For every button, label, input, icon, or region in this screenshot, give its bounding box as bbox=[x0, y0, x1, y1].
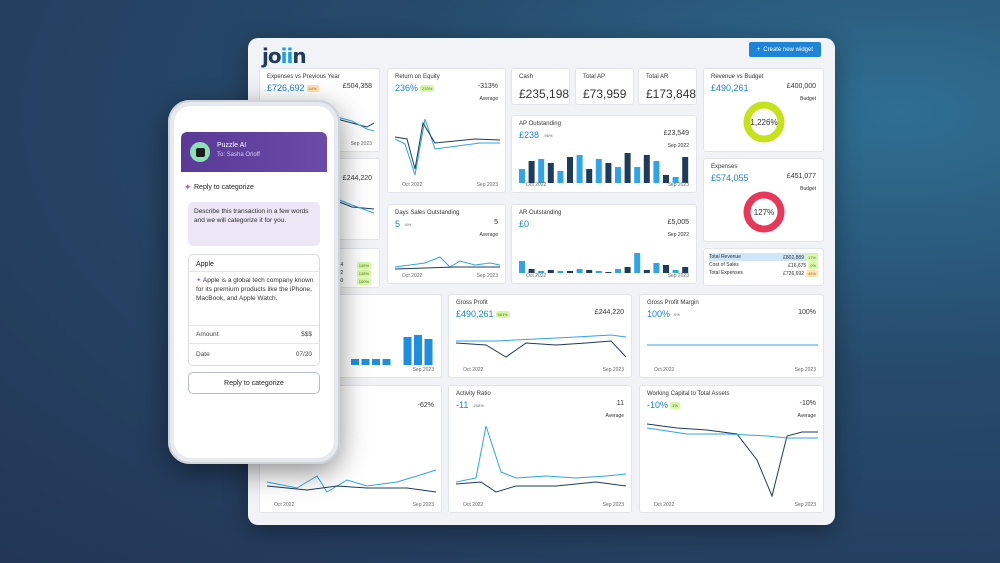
bar bbox=[351, 359, 359, 365]
bar bbox=[528, 161, 535, 183]
sparkle-icon: ✦ bbox=[184, 182, 192, 192]
join-logo: joiin bbox=[262, 44, 307, 68]
expenses-donut-chart bbox=[743, 191, 785, 233]
summary-table: Total Revenue £802,889 17% Cost of Sales £1… bbox=[709, 253, 818, 277]
bar bbox=[643, 270, 650, 273]
bar bbox=[663, 265, 669, 273]
total-ap-card[interactable]: Total AP £73,959 bbox=[575, 68, 634, 105]
partial-left-line-chart bbox=[336, 198, 374, 214]
days-sales-outstanding-card[interactable]: Days Sales Outstanding 5 -6% 5 Average Oc… bbox=[387, 204, 506, 284]
roe-line-chart bbox=[395, 118, 500, 176]
bar bbox=[547, 270, 554, 273]
bar bbox=[414, 335, 422, 365]
return-on-equity-card[interactable]: Return on Equity 236% 233% -313% Average … bbox=[387, 68, 506, 193]
bar bbox=[382, 359, 391, 365]
ap-outstanding-card[interactable]: AP Outstanding £238 -96% £23,549 Sep 2022… bbox=[511, 115, 697, 193]
bar bbox=[586, 169, 593, 183]
bar bbox=[663, 175, 669, 183]
bar bbox=[672, 177, 679, 183]
bar bbox=[567, 271, 573, 273]
create-widget-button[interactable]: + Create new widget bbox=[748, 42, 821, 57]
bar bbox=[615, 269, 621, 273]
bar bbox=[586, 270, 593, 273]
bar bbox=[682, 267, 689, 273]
bar bbox=[624, 267, 631, 273]
bar bbox=[624, 153, 631, 183]
bar bbox=[634, 253, 641, 273]
bar bbox=[519, 169, 525, 183]
expenses-card[interactable]: Expenses £574,055 £451,077 Budget 127% bbox=[703, 158, 824, 242]
working-capital-line-chart bbox=[647, 423, 818, 498]
phone-mockup: Puzzle AI To: Sasha Orloff ✦ Reply to ca… bbox=[168, 100, 340, 464]
gpm-line-chart bbox=[647, 344, 818, 346]
bar bbox=[557, 271, 564, 273]
revenue-donut-chart bbox=[743, 101, 785, 143]
bar bbox=[538, 271, 545, 273]
activity-ratio-card[interactable]: Activity Ratio -11 -208% 11 Average Oct 2… bbox=[448, 385, 632, 513]
dashboard-window: joiin + Create new widget Expenses vs Pr… bbox=[248, 38, 835, 525]
amount-row: Amount $$$ bbox=[196, 331, 312, 338]
message-header: Puzzle AI To: Sasha Orloff bbox=[181, 132, 327, 172]
bar bbox=[372, 359, 380, 365]
bar bbox=[576, 269, 583, 273]
bar bbox=[595, 271, 602, 273]
bar bbox=[576, 155, 583, 183]
bar bbox=[557, 171, 564, 183]
bar bbox=[605, 163, 612, 183]
ar-bar-chart bbox=[519, 253, 689, 273]
gross-profit-card[interactable]: Gross Profit £490,261 561% £244,220 Oct 2… bbox=[448, 294, 632, 378]
gross-profit-line-chart bbox=[456, 334, 626, 358]
sparkle-small-icon: ✦ bbox=[196, 277, 203, 284]
plus-icon: + bbox=[756, 46, 761, 53]
transaction-card: Apple ✦ Apple is a global tech company k… bbox=[188, 254, 320, 366]
activity-line-chart bbox=[456, 425, 626, 493]
phone-screen: Puzzle AI To: Sasha Orloff ✦ Reply to ca… bbox=[174, 106, 334, 458]
bar bbox=[424, 339, 433, 365]
bar bbox=[538, 159, 545, 183]
bar bbox=[528, 269, 535, 273]
bar bbox=[682, 157, 689, 183]
bar bbox=[634, 167, 641, 183]
ar-outstanding-card[interactable]: AR Outstanding £0- £5,005 Sep 2022 Oct 2… bbox=[511, 204, 697, 284]
dso-line-chart bbox=[395, 256, 500, 270]
cash-card[interactable]: Cash £235,198 bbox=[511, 68, 570, 105]
total-ar-card[interactable]: Total AR £173,848 bbox=[638, 68, 697, 105]
bar bbox=[595, 159, 602, 183]
prompt-message: Describe this transaction in a few words… bbox=[188, 202, 320, 246]
partial-bottom-line-chart bbox=[267, 469, 436, 493]
working-capital-card[interactable]: Working Capital to Total Assets -10% 1% -… bbox=[639, 385, 824, 513]
bar bbox=[403, 337, 412, 365]
bar bbox=[643, 155, 650, 183]
revenue-vs-budget-card[interactable]: Revenue vs Budget £490,261 £400,000 Budg… bbox=[703, 68, 824, 152]
gross-profit-margin-card[interactable]: Gross Profit Margin 100% 0% 100% Oct 2022… bbox=[639, 294, 824, 378]
bar bbox=[519, 261, 525, 273]
bar bbox=[653, 161, 660, 183]
date-row: Date 07/20 bbox=[196, 351, 312, 358]
expenses-line-chart bbox=[336, 116, 374, 132]
bar bbox=[653, 263, 660, 273]
bar bbox=[361, 359, 370, 365]
ap-bar-chart bbox=[519, 153, 689, 183]
bar bbox=[567, 157, 573, 183]
partial-bar-chart bbox=[351, 335, 433, 365]
bar bbox=[672, 270, 679, 273]
bar bbox=[615, 167, 621, 183]
bar bbox=[547, 163, 554, 183]
summary-card[interactable]: Total Revenue £802,889 17% Cost of Sales £1… bbox=[703, 248, 824, 286]
reply-to-categorize-button[interactable]: Reply to categorize bbox=[188, 372, 320, 394]
puzzle-ai-avatar bbox=[190, 142, 210, 162]
bar bbox=[605, 272, 612, 273]
